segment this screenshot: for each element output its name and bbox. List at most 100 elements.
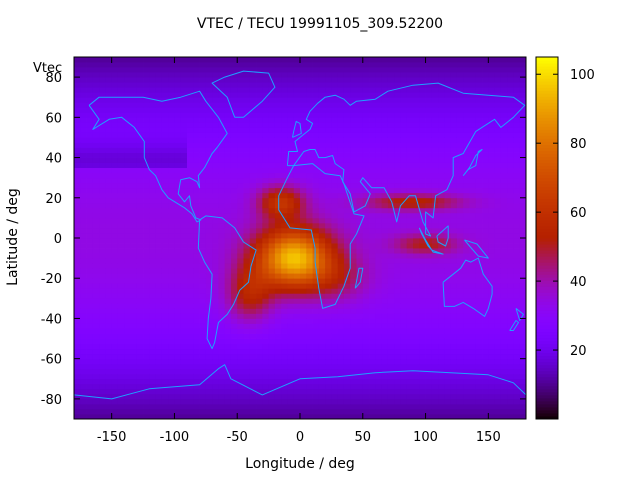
heat-cell <box>381 67 389 73</box>
heat-cell <box>124 137 131 143</box>
heat-cell <box>130 202 138 209</box>
heat-cell <box>105 338 113 344</box>
heat-cell <box>74 333 81 339</box>
heat-cell <box>117 67 125 73</box>
heat-cell <box>400 67 408 73</box>
heat-cell <box>387 398 395 405</box>
heat-cell <box>168 67 175 73</box>
heat-cell <box>331 368 339 375</box>
heat-cell <box>262 162 270 169</box>
heat-cell <box>494 323 502 329</box>
heat-cell <box>325 227 332 234</box>
heat-cell <box>187 97 194 103</box>
heat-cell <box>168 263 175 269</box>
heat-cell <box>249 222 257 229</box>
heat-cell <box>400 167 408 174</box>
heat-cell <box>343 97 351 103</box>
heat-cell <box>312 413 320 420</box>
heat-cell <box>419 243 426 249</box>
heat-cell <box>375 258 383 264</box>
heat-cell <box>507 373 514 380</box>
heat-cell <box>249 232 257 239</box>
heat-cell <box>224 238 232 244</box>
heat-cell <box>300 363 307 370</box>
heat-cell <box>86 263 94 269</box>
heat-cell <box>105 107 113 113</box>
heat-cell <box>80 217 87 224</box>
heat-cell <box>287 207 295 214</box>
heat-cell <box>444 72 452 78</box>
heat-cell <box>155 142 163 148</box>
heat-cell <box>117 157 125 163</box>
heat-cell <box>337 318 345 324</box>
heat-cell <box>306 348 313 355</box>
heat-cell <box>281 102 288 108</box>
heat-cell <box>218 157 226 163</box>
heat-cell <box>149 232 157 239</box>
heat-cell <box>117 122 125 128</box>
heat-cell <box>92 222 100 229</box>
heat-cell <box>117 258 125 264</box>
heat-cell <box>99 182 106 189</box>
heat-cell <box>456 102 464 108</box>
heat-cell <box>406 162 414 169</box>
heat-cell <box>230 278 238 284</box>
heat-cell <box>218 398 226 405</box>
heat-cell <box>243 187 251 194</box>
heat-cell <box>406 152 414 158</box>
heat-cell <box>475 127 483 133</box>
heat-cell <box>161 353 169 360</box>
heat-cell <box>406 62 414 68</box>
heat-cell <box>475 363 483 370</box>
heat-cell <box>111 172 119 179</box>
heat-cell <box>281 137 288 143</box>
heat-cell <box>237 182 244 189</box>
heat-cell <box>419 313 426 319</box>
heat-cell <box>482 157 489 163</box>
heat-cell <box>494 378 502 385</box>
heat-cell <box>99 303 106 309</box>
heat-cell <box>369 343 376 350</box>
heat-cell <box>74 112 81 118</box>
heat-cell <box>425 137 433 143</box>
heat-cell <box>205 268 213 274</box>
heat-cell <box>174 197 182 204</box>
heat-cell <box>300 373 307 380</box>
heat-cell <box>274 227 282 234</box>
heat-cell <box>375 197 383 204</box>
heat-cell <box>212 343 219 350</box>
heat-cell <box>130 192 138 199</box>
heat-cell <box>149 87 157 93</box>
heat-cell <box>262 202 270 209</box>
heat-cell <box>337 258 345 264</box>
heat-cell <box>387 278 395 284</box>
heat-cell <box>149 253 157 259</box>
heat-cell <box>406 187 414 194</box>
heat-cell <box>494 388 502 395</box>
heat-cell <box>413 87 420 93</box>
heat-cell <box>500 323 508 329</box>
heat-cell <box>155 102 163 108</box>
heat-cell <box>500 132 508 138</box>
heat-cell <box>274 177 282 184</box>
heat-cell <box>293 122 301 128</box>
heat-cell <box>86 398 94 405</box>
heat-cell <box>136 112 144 118</box>
heat-cell <box>105 62 113 68</box>
heat-cell <box>274 162 282 169</box>
heat-cell <box>161 288 169 294</box>
heat-cell <box>168 378 175 385</box>
heat-cell <box>394 358 401 365</box>
heat-cell <box>413 167 420 174</box>
heat-cell <box>74 408 81 415</box>
heat-cell <box>117 268 125 274</box>
heat-cell <box>99 232 106 239</box>
heat-cell <box>413 238 420 244</box>
heat-cell <box>381 182 389 189</box>
heat-cell <box>86 348 94 355</box>
heat-cell <box>212 97 219 103</box>
heat-cell <box>306 303 313 309</box>
heat-cell <box>343 358 351 365</box>
heat-cell <box>256 187 263 194</box>
heat-cell <box>400 97 408 103</box>
